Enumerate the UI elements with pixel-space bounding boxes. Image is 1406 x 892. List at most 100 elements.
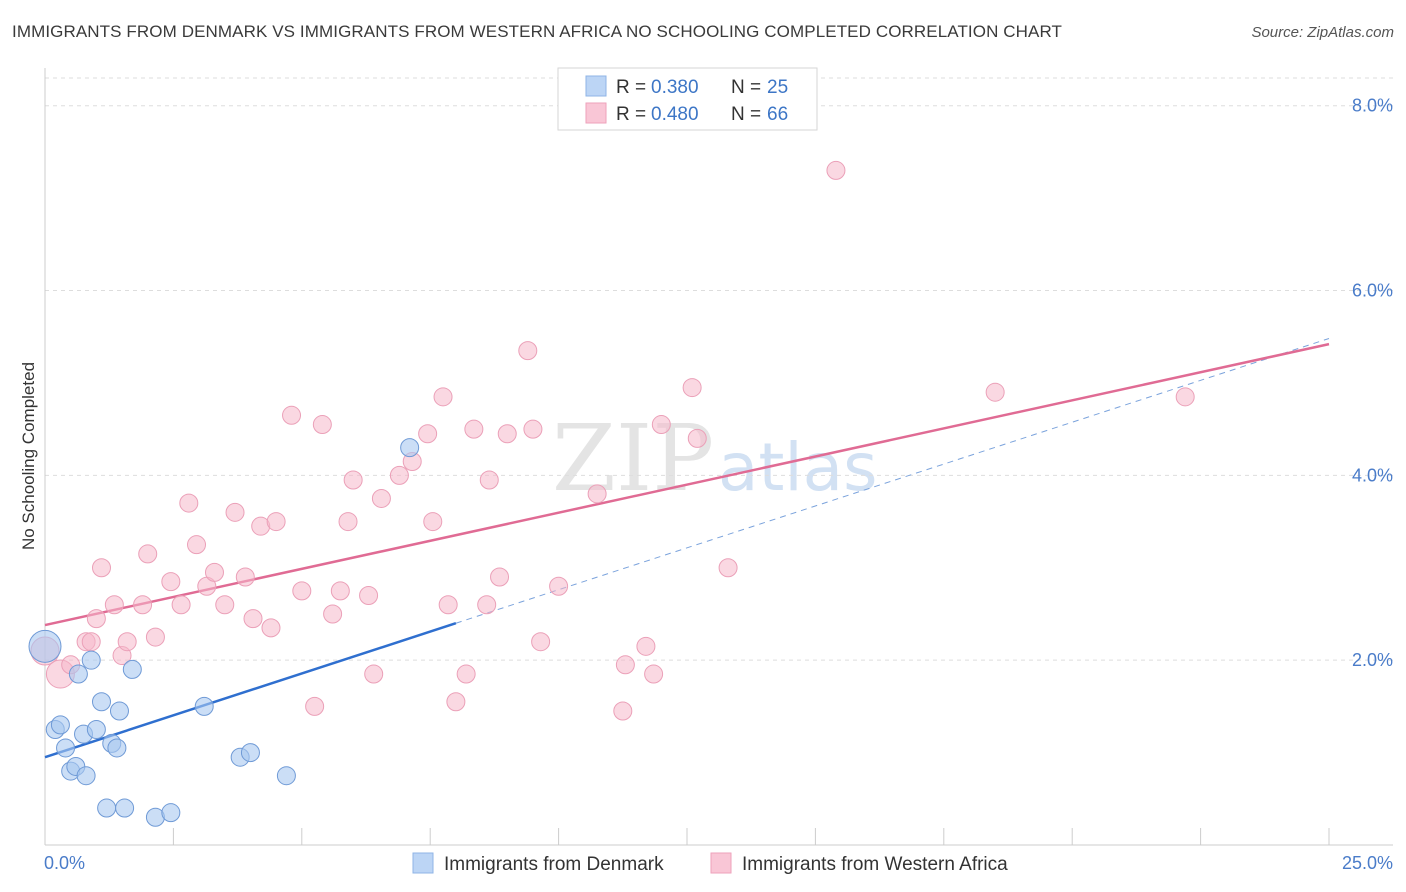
y-tick-labels: 2.0% 4.0% 6.0% 8.0%	[1352, 96, 1393, 670]
bottom-legend-swatch-western-africa	[710, 852, 732, 874]
point-western-africa	[423, 512, 443, 532]
point-western-africa	[826, 160, 846, 180]
point-western-africa	[266, 512, 286, 532]
point-denmark	[86, 719, 106, 739]
point-western-africa	[613, 701, 633, 721]
point-denmark	[68, 664, 88, 684]
point-western-africa	[644, 664, 664, 684]
point-western-africa	[549, 576, 569, 596]
point-western-africa	[456, 664, 476, 684]
point-western-africa	[985, 382, 1005, 402]
point-western-africa	[438, 595, 458, 615]
bottom-legend-label-western-africa: Immigrants from Western Africa	[742, 854, 1008, 875]
legend-n-value-western-africa: 66	[767, 104, 788, 125]
point-western-africa	[312, 415, 332, 435]
x-tick-label-min: 0.0%	[44, 853, 85, 873]
point-denmark	[194, 696, 214, 716]
point-western-africa	[187, 535, 207, 555]
point-western-africa	[292, 581, 312, 601]
point-western-africa	[718, 558, 738, 578]
bottom-legend-label-denmark: Immigrants from Denmark	[444, 854, 664, 875]
series-legend: Immigrants from Denmark Immigrants from …	[412, 852, 1008, 875]
point-denmark	[122, 659, 142, 679]
point-denmark	[109, 701, 129, 721]
point-western-africa	[243, 609, 263, 629]
watermark-zip: ZIP	[552, 405, 714, 512]
point-western-africa	[104, 595, 124, 615]
point-western-africa	[91, 558, 111, 578]
y-tick-label: 4.0%	[1352, 465, 1393, 485]
y-tick-label: 6.0%	[1352, 281, 1393, 301]
point-western-africa	[261, 618, 281, 638]
legend-r-value-western-africa: 0.480	[651, 104, 699, 125]
point-western-africa	[86, 609, 106, 629]
y-axis-label: No Schooling Completed	[19, 362, 38, 550]
point-western-africa	[615, 655, 635, 675]
legend-n-label-western-africa: N =	[731, 104, 761, 125]
point-western-africa	[479, 470, 499, 490]
point-denmark	[240, 743, 260, 763]
point-western-africa	[171, 595, 191, 615]
point-western-africa	[117, 632, 137, 652]
point-western-africa	[523, 419, 543, 439]
point-western-africa	[225, 502, 245, 522]
stats-legend: R = 0.380 N = 25 R = 0.480 N = 66	[557, 67, 818, 131]
points-western-africa	[30, 160, 1195, 721]
point-western-africa	[145, 627, 165, 647]
point-western-africa	[418, 424, 438, 444]
point-denmark	[400, 438, 420, 458]
y-tick-label: 8.0%	[1352, 96, 1393, 116]
point-western-africa	[138, 544, 158, 564]
point-western-africa	[305, 696, 325, 716]
x-tick-label-max: 25.0%	[1342, 853, 1393, 873]
point-western-africa	[133, 595, 153, 615]
point-western-africa	[518, 341, 538, 361]
point-denmark	[276, 766, 296, 786]
legend-r-value-denmark: 0.380	[651, 77, 699, 98]
point-western-africa	[587, 484, 607, 504]
legend-swatch-denmark	[585, 75, 607, 97]
point-western-africa	[343, 470, 363, 490]
watermark-atlas: atlas	[718, 429, 878, 506]
point-western-africa	[371, 488, 391, 508]
point-western-africa	[687, 428, 707, 448]
point-western-africa	[359, 585, 379, 605]
point-western-africa	[81, 632, 101, 652]
legend-swatch-western-africa	[585, 102, 607, 124]
point-denmark	[91, 692, 111, 712]
point-western-africa	[490, 567, 510, 587]
point-western-africa	[464, 419, 484, 439]
point-denmark	[28, 629, 62, 663]
point-western-africa	[282, 405, 302, 425]
point-western-africa	[682, 378, 702, 398]
point-western-africa	[1175, 387, 1195, 407]
point-western-africa	[364, 664, 384, 684]
point-western-africa	[497, 424, 517, 444]
legend-n-label-denmark: N =	[731, 77, 761, 98]
point-denmark	[50, 715, 70, 735]
point-western-africa	[531, 632, 551, 652]
point-western-africa	[477, 595, 497, 615]
point-western-africa	[389, 465, 409, 485]
point-western-africa	[323, 604, 343, 624]
point-western-africa	[235, 567, 255, 587]
point-western-africa	[161, 572, 181, 592]
point-western-africa	[651, 415, 671, 435]
bottom-legend-swatch-denmark	[412, 852, 434, 874]
point-denmark	[107, 738, 127, 758]
point-western-africa	[204, 562, 224, 582]
point-western-africa	[446, 692, 466, 712]
point-denmark	[56, 738, 76, 758]
point-denmark	[97, 798, 117, 818]
legend-r-label-western-africa: R =	[616, 104, 646, 125]
legend-r-label-denmark: R =	[616, 77, 646, 98]
point-western-africa	[433, 387, 453, 407]
source-credit: Source: ZipAtlas.com	[1251, 24, 1394, 41]
point-western-africa	[338, 512, 358, 532]
chart-title: IMMIGRANTS FROM DENMARK VS IMMIGRANTS FR…	[12, 22, 1063, 41]
point-western-africa	[215, 595, 235, 615]
point-denmark	[81, 650, 101, 670]
point-western-africa	[636, 636, 656, 656]
point-western-africa	[179, 493, 199, 513]
